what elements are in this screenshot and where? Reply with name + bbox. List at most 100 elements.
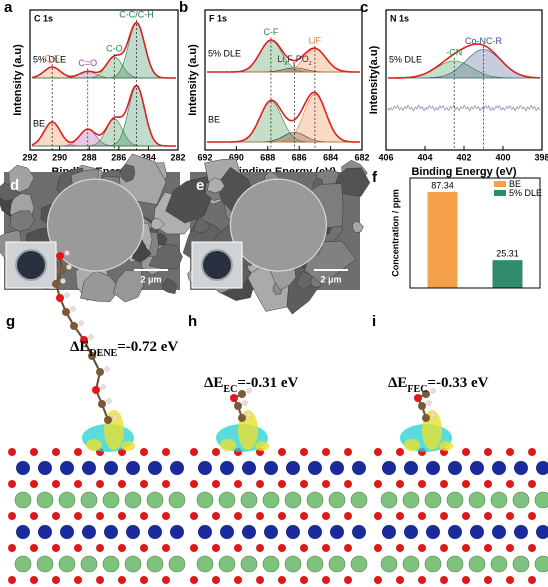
oxygen-atom — [234, 512, 242, 520]
cobalt-atom — [38, 525, 52, 539]
oxygen-atom — [300, 512, 308, 520]
oxygen-atom — [74, 480, 82, 488]
oxygen-atom — [140, 576, 148, 584]
carbon-atom — [96, 368, 104, 376]
cobalt-atom — [60, 461, 74, 475]
panel-letter: i — [372, 313, 376, 330]
oxygen-atom — [322, 576, 330, 584]
lithium-atom — [284, 555, 302, 573]
x-tick-label: 692 — [197, 152, 212, 162]
cobalt-atom — [426, 461, 440, 475]
peak-label: C-C/C-H — [119, 9, 154, 19]
cobalt-atom — [536, 525, 548, 539]
spectrum-label: BE — [33, 118, 45, 128]
lithium-atom — [402, 491, 420, 509]
legend-label: 5% DLE — [509, 188, 542, 198]
charge-density — [439, 441, 453, 451]
carbon-atom — [238, 414, 246, 422]
x-tick-label: 290 — [52, 152, 67, 162]
cobalt-atom — [352, 525, 366, 539]
panel-letter: b — [179, 0, 188, 16]
spectrum-title: F 1s — [209, 13, 227, 23]
oxygen-atom — [506, 576, 514, 584]
lithium-atom — [168, 491, 186, 509]
legend-swatch — [494, 190, 506, 196]
plot-frame — [29, 9, 179, 151]
oxygen-atom — [396, 576, 404, 584]
carbon-atom — [88, 352, 96, 360]
oxygen-atom — [96, 480, 104, 488]
energy-symbol: ΔE — [70, 339, 89, 355]
oxygen-atom — [30, 576, 38, 584]
hydrogen-atom — [106, 398, 112, 404]
lithium-atom — [218, 555, 236, 573]
oxygen-atom — [74, 448, 82, 456]
lithium-atom — [446, 555, 464, 573]
hydrogen-atom — [78, 320, 84, 326]
envelope — [31, 84, 176, 147]
energy-value: =-0.33 eV — [427, 375, 488, 391]
cobalt-atom — [382, 525, 396, 539]
oxygen-atom — [96, 512, 104, 520]
panel-letter: a — [4, 0, 13, 16]
sem-particle — [165, 175, 212, 224]
energy-subscript: FEC — [407, 384, 427, 395]
cobalt-atom — [330, 461, 344, 475]
x-tick-label: 402 — [456, 152, 471, 162]
hydrogen-atom — [66, 264, 72, 270]
lithium-atom — [380, 491, 398, 509]
cobalt-atom — [308, 461, 322, 475]
carbon-atom — [58, 266, 66, 274]
plot-frame — [385, 9, 543, 151]
oxygen-atom — [162, 576, 170, 584]
x-tick-label: 400 — [495, 152, 510, 162]
oxygen-atom — [396, 480, 404, 488]
oxygen-atom — [190, 480, 198, 488]
binding-energy: ΔEDENE=-0.72 eV — [70, 339, 178, 358]
lithium-atom — [490, 555, 508, 573]
charge-density — [86, 439, 102, 451]
peak-label: LixFyPOz — [277, 54, 312, 66]
oxygen-atom — [140, 512, 148, 520]
cobalt-atom — [170, 525, 184, 539]
oxygen-atom — [506, 544, 514, 552]
label-subscript: y — [293, 60, 296, 66]
sem-particle — [192, 216, 211, 233]
cobalt-atom — [126, 461, 140, 475]
plot-frame — [409, 177, 541, 289]
lithium-atom — [218, 491, 236, 509]
panel-letter: c — [360, 0, 368, 16]
cobalt-atom — [352, 461, 366, 475]
energy-subscript: EC — [223, 384, 237, 395]
lithium-atom — [424, 555, 442, 573]
y-axis-label: Intensity (a.u) — [12, 44, 24, 116]
spectrum-label: BE — [208, 114, 220, 124]
oxygen-atom — [396, 512, 404, 520]
x-tick-label: 686 — [292, 152, 307, 162]
oxygen-atom — [484, 544, 492, 552]
envelope — [207, 39, 360, 73]
energy-subscript: DENE — [89, 348, 117, 359]
oxygen-atom — [80, 336, 88, 344]
oxygen-atom — [74, 544, 82, 552]
cobalt-atom — [308, 525, 322, 539]
cobalt-atom — [404, 525, 418, 539]
oxygen-atom — [256, 480, 264, 488]
oxygen-atom — [374, 544, 382, 552]
oxygen-atom — [96, 576, 104, 584]
oxygen-atom — [506, 512, 514, 520]
x-axis-label: Binding Energy (eV) — [411, 166, 516, 178]
spectrum-label: 5% DLE — [208, 48, 241, 58]
oxygen-atom — [462, 576, 470, 584]
lithium-atom — [196, 555, 214, 573]
x-tick-label: 682 — [354, 152, 369, 162]
legend-swatch — [494, 181, 506, 187]
hydrogen-atom — [112, 414, 118, 420]
oxygen-atom — [118, 512, 126, 520]
oxygen-atom — [52, 576, 60, 584]
lithium-atom — [512, 491, 530, 509]
oxygen-atom — [212, 576, 220, 584]
lithium-atom — [306, 555, 324, 573]
lithium-atom — [196, 491, 214, 509]
label-subscript: x — [284, 60, 287, 66]
